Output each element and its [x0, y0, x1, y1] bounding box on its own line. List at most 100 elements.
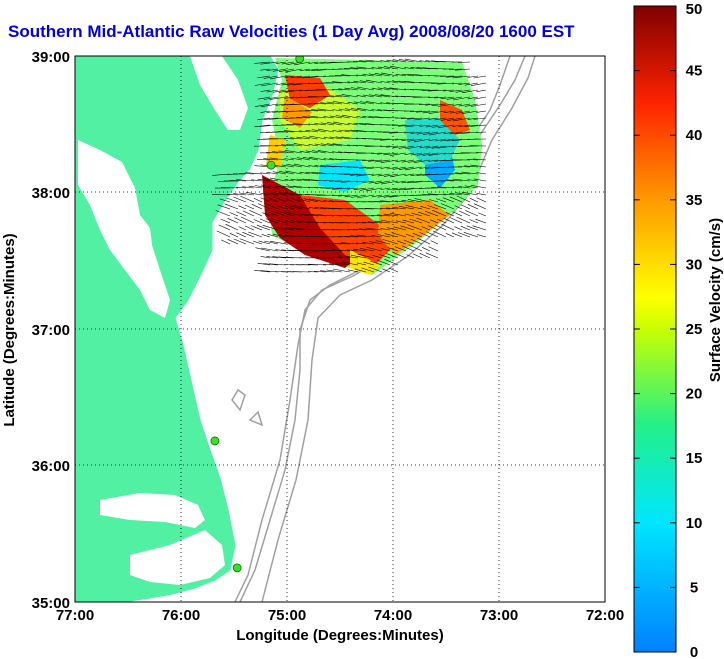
velocity-vector: [392, 206, 407, 210]
velocity-vector: [281, 185, 295, 189]
velocity-vector: [299, 89, 311, 92]
velocity-vector: [476, 131, 487, 133]
pamlico-sound: [130, 530, 225, 585]
velocity-vector: [381, 180, 399, 185]
velocity-vector: [475, 218, 487, 224]
velocity-vector: [368, 180, 383, 184]
velocity-vector: [323, 116, 335, 119]
velocity-vector: [356, 130, 375, 133]
velocity-vector: [464, 82, 479, 86]
velocity-vector: [341, 74, 359, 77]
velocity-vector: [388, 267, 399, 273]
velocity-vector: [457, 232, 471, 238]
velocity-vector: [446, 96, 463, 100]
x-tick-label: 73:00: [480, 607, 518, 624]
velocity-vector: [439, 180, 455, 182]
velocity-vector: [452, 124, 463, 127]
velocity-vector: [302, 157, 319, 161]
velocity-vector: [410, 238, 423, 245]
velocity-vector: [260, 68, 271, 71]
velocity-vector: [275, 61, 287, 64]
velocity-vector: [428, 138, 439, 141]
velocity-vector: [380, 228, 391, 231]
velocity-vector: [281, 61, 295, 65]
velocity-vector: [329, 115, 343, 119]
velocity-vector: [431, 145, 447, 149]
velocity-vector: [238, 226, 247, 231]
velocity-vector: [461, 89, 479, 94]
velocity-vector: [419, 232, 431, 238]
velocity-vector: [284, 234, 303, 238]
velocity-vector: [353, 122, 367, 126]
velocity-vector: [284, 242, 295, 245]
velocity-vector: [332, 81, 351, 84]
velocity-vector: [407, 138, 423, 142]
velocity-vector: [278, 171, 295, 175]
velocity-vector: [341, 242, 359, 245]
velocity-vector: [368, 159, 383, 162]
velocity-vector: [446, 179, 463, 182]
velocity-vector: [385, 253, 399, 259]
velocity-vector: [470, 82, 487, 86]
velocity-vector: [356, 116, 367, 119]
velocity-vector: [239, 173, 255, 175]
velocity-vector: [412, 232, 423, 238]
velocity-vector: [362, 242, 375, 245]
velocity-vector: [425, 103, 439, 106]
velocity-vector: [296, 157, 311, 161]
velocity-vector: [335, 136, 351, 140]
velocity-vector: [299, 193, 311, 196]
velocity-vector: [329, 263, 343, 266]
velocity-vector: [398, 206, 415, 210]
velocity-vector: [395, 200, 407, 203]
velocity-vector: [371, 67, 383, 70]
velocity-vector: [236, 232, 247, 238]
velocity-vector: [404, 88, 415, 91]
velocity-vector: [425, 210, 439, 217]
velocity-vector: [266, 68, 279, 71]
velocity-vector: [389, 87, 407, 91]
velocity-vector: [225, 223, 239, 231]
velocity-vector: [425, 60, 439, 63]
velocity-vector: [437, 145, 455, 149]
velocity-vector: [442, 197, 455, 203]
velocity-vector: [287, 143, 303, 147]
velocity-vector: [329, 200, 343, 203]
velocity-vector: [452, 82, 463, 85]
velocity-vector: [325, 82, 343, 84]
velocity-vector: [296, 117, 311, 119]
velocity-vector: [445, 233, 455, 238]
velocity-vector: [405, 205, 423, 210]
velocity-vector: [461, 171, 479, 175]
velocity-vector: [269, 177, 287, 182]
velocity-vector: [356, 234, 375, 238]
velocity-vector: [301, 264, 319, 266]
velocity-vector: [350, 129, 367, 133]
velocity-vector: [382, 239, 399, 245]
velocity-vector: [317, 172, 335, 175]
velocity-vector: [293, 143, 311, 147]
velocity-vector: [452, 186, 463, 189]
velocity-vector: [281, 144, 295, 147]
velocity-vector: [292, 198, 303, 203]
colorbar-tick-label: 45: [686, 63, 703, 80]
velocity-vector: [305, 68, 319, 72]
velocity-vector: [234, 217, 247, 224]
velocity-vector: [425, 145, 439, 149]
velocity-vector: [332, 257, 343, 259]
velocity-vector: [332, 268, 351, 273]
velocity-vector: [392, 80, 407, 84]
velocity-vector: [362, 180, 375, 183]
velocity-vector: [377, 109, 391, 112]
velocity-vector: [429, 199, 439, 203]
velocity-vector: [226, 197, 239, 203]
velocity-vector: [335, 262, 351, 266]
velocity-vector: [365, 59, 383, 63]
velocity-vector: [347, 144, 359, 147]
velocity-vector: [308, 263, 327, 266]
velocity-vector: [263, 158, 279, 161]
velocity-vector: [383, 66, 399, 70]
velocity-vector: [227, 218, 239, 224]
stations: [210, 56, 305, 573]
